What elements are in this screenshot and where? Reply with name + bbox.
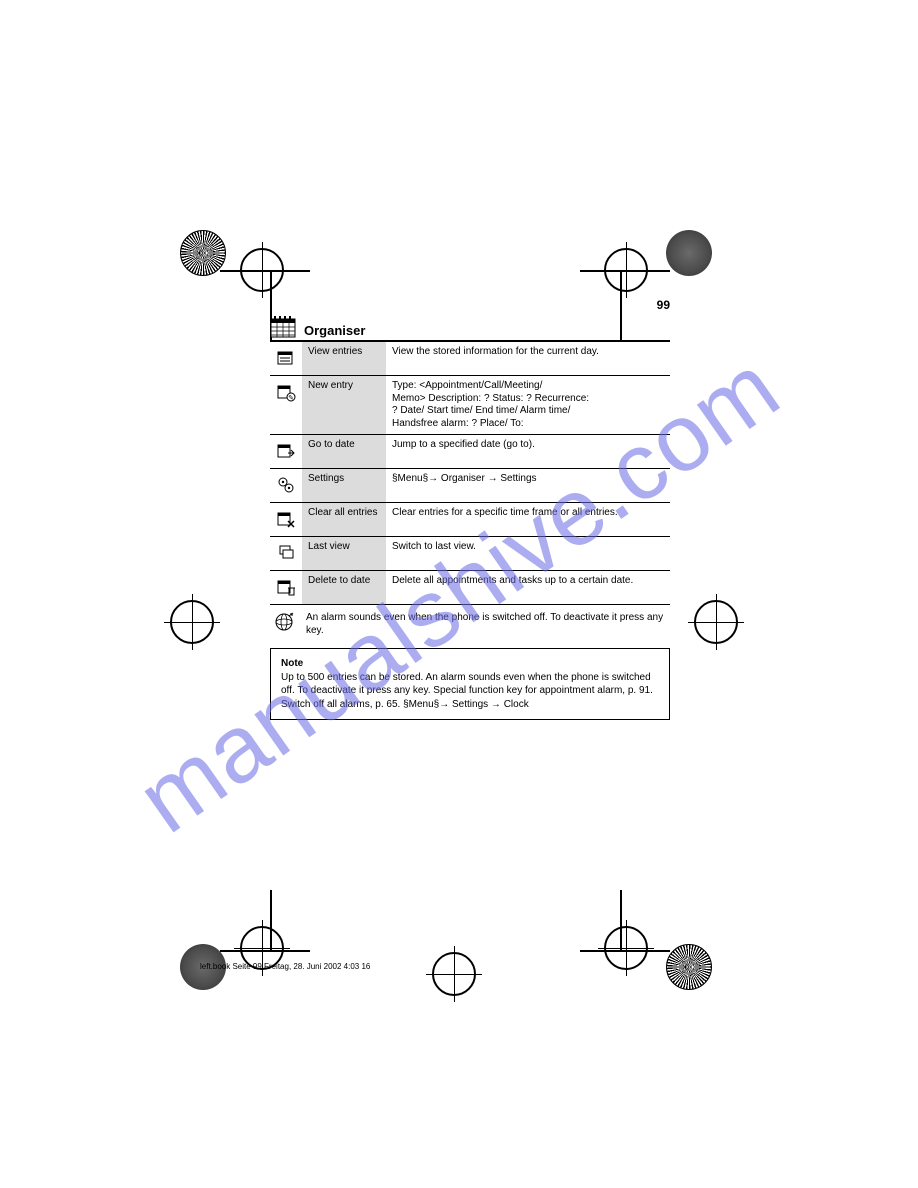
- row-desc: Delete all appointments and tasks up to …: [386, 571, 670, 605]
- row-desc: Jump to a specified date (go to).: [386, 435, 670, 469]
- row-label: Delete to date: [302, 571, 386, 605]
- go-to-date-icon: [270, 435, 302, 469]
- row-label: Go to date: [302, 435, 386, 469]
- row-desc: Switch to last view.: [386, 537, 670, 571]
- clear-entries-icon: [270, 503, 302, 537]
- globe-icon: [270, 611, 298, 638]
- settings-icon: [270, 469, 302, 503]
- new-entry-icon: ✎: [270, 376, 302, 435]
- tip-text: An alarm sounds even when the phone is s…: [306, 611, 670, 638]
- row-desc: View the stored information for the curr…: [386, 342, 670, 376]
- calendar-icon: [270, 316, 296, 338]
- note-label: Note: [281, 658, 303, 669]
- table-row: View entries View the stored information…: [270, 342, 670, 376]
- tip-row: An alarm sounds even when the phone is s…: [270, 611, 670, 638]
- row-label: Settings: [302, 469, 386, 503]
- note-body: Up to 500 entries can be stored. An alar…: [281, 672, 653, 710]
- last-view-icon: [270, 537, 302, 571]
- table-row: Clear all entries Clear entries for a sp…: [270, 503, 670, 537]
- note-box: Note Up to 500 entries can be stored. An…: [270, 648, 670, 720]
- page-number: 99: [657, 298, 670, 312]
- row-label: New entry: [302, 376, 386, 435]
- table-row: Settings §Menu§→ Organiser → Settings: [270, 469, 670, 503]
- row-desc: Type: <Appointment/Call/Meeting/ Memo> D…: [386, 376, 670, 435]
- page-content: 99 Organiser V: [270, 316, 670, 720]
- footer-text: left.book Seite 99 Freitag, 28. Juni 200…: [200, 962, 370, 971]
- delete-to-date-icon: [270, 571, 302, 605]
- section-heading: Organiser: [270, 316, 670, 342]
- table-row: Delete to date Delete all appointments a…: [270, 571, 670, 605]
- row-desc: §Menu§→ Organiser → Settings: [386, 469, 670, 503]
- row-label: Clear all entries: [302, 503, 386, 537]
- view-entries-icon: [270, 342, 302, 376]
- table-row: Last view Switch to last view.: [270, 537, 670, 571]
- table-row: ✎ New entry Type: <Appointment/Call/Meet…: [270, 376, 670, 435]
- table-row: Go to date Jump to a specified date (go …: [270, 435, 670, 469]
- row-label: View entries: [302, 342, 386, 376]
- section-title: Organiser: [304, 323, 365, 338]
- row-label: Last view: [302, 537, 386, 571]
- menu-table: View entries View the stored information…: [270, 342, 670, 605]
- row-desc: Clear entries for a specific time frame …: [386, 503, 670, 537]
- svg-text:✎: ✎: [288, 395, 294, 402]
